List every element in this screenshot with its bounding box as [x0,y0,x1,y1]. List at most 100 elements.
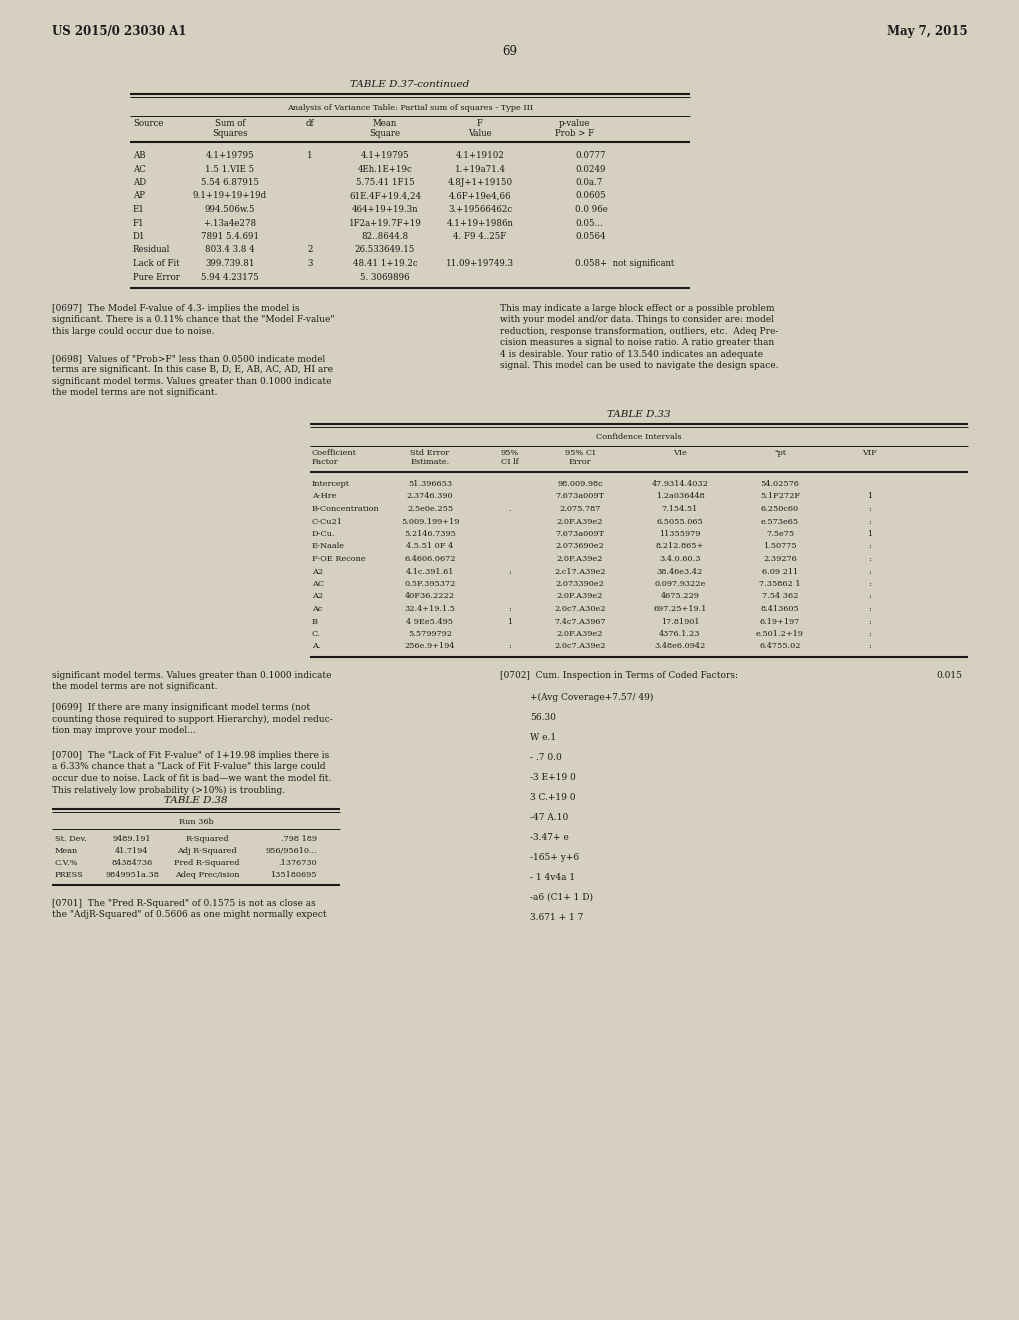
Text: 0.097.9322e: 0.097.9322e [653,579,705,587]
Text: 0.0605: 0.0605 [575,191,605,201]
Text: 54.02576: 54.02576 [760,480,799,488]
Text: 956/95610...: 956/95610... [265,847,317,855]
Text: 2.075.787: 2.075.787 [558,506,600,513]
Text: May 7, 2015: May 7, 2015 [887,25,967,38]
Text: -3.47+ e: -3.47+ e [530,833,569,842]
Text: 2.5e0e.255: 2.5e0e.255 [407,506,452,513]
Text: VIe: VIe [673,449,686,457]
Text: 7.35862 1: 7.35862 1 [758,579,800,587]
Text: :: : [868,506,870,513]
Text: 4.6F+19e4,66: 4.6F+19e4,66 [448,191,511,201]
Text: 48.41 1+19.2c: 48.41 1+19.2c [353,259,417,268]
Text: :: : [508,643,511,651]
Text: -165+ y+6: -165+ y+6 [530,853,579,862]
Text: :: : [868,554,870,564]
Text: A.: A. [312,643,320,651]
Text: 697.25+19.1: 697.25+19.1 [653,605,706,612]
Text: 7.673a009T: 7.673a009T [555,531,604,539]
Text: 41.7194: 41.7194 [115,847,149,855]
Text: 38.46e3.42: 38.46e3.42 [656,568,702,576]
Text: [0699]  If there are many insignificant model terms (not
counting those required: [0699] If there are many insignificant m… [52,704,332,735]
Text: 7.5e75: 7.5e75 [765,531,793,539]
Text: Analysis of Variance Table: Partial sum of squares - Type III: Analysis of Variance Table: Partial sum … [286,104,533,112]
Text: AB: AB [132,150,146,160]
Text: [0702]  Cum. Inspection in Terms of Coded Factors:: [0702] Cum. Inspection in Terms of Coded… [499,671,738,680]
Text: 3: 3 [307,259,313,268]
Text: 2.0c7.A39e2: 2.0c7.A39e2 [553,643,605,651]
Text: 4675.229: 4675.229 [660,593,699,601]
Text: 56.30: 56.30 [530,713,555,722]
Text: B: B [312,618,318,626]
Text: 7.154.51: 7.154.51 [661,506,697,513]
Text: 2.0F.A39e2: 2.0F.A39e2 [556,593,602,601]
Text: 2.3746.390: 2.3746.390 [407,492,452,500]
Text: Intercept: Intercept [312,480,350,488]
Text: C.: C. [312,630,320,638]
Text: "pt: "pt [773,449,786,457]
Text: 5.54 6.87915: 5.54 6.87915 [201,178,259,187]
Text: 51.396653: 51.396653 [408,480,451,488]
Text: 994.506w.5: 994.506w.5 [205,205,255,214]
Text: 4.8J+1+19150: 4.8J+1+19150 [447,178,513,187]
Text: D-Cu.: D-Cu. [312,531,335,539]
Text: :: : [868,605,870,612]
Text: p-value
Prob > F: p-value Prob > F [555,119,594,139]
Text: 2.0F.A39e2: 2.0F.A39e2 [556,554,602,564]
Text: 2.0F.A39e2: 2.0F.A39e2 [556,517,602,525]
Text: 5. 3069896: 5. 3069896 [360,272,410,281]
Text: 1.2a036448: 1.2a036448 [655,492,704,500]
Text: 2.073690e2: 2.073690e2 [555,543,604,550]
Text: :: : [868,593,870,601]
Text: :: : [868,618,870,626]
Text: 3.4.0.60.3: 3.4.0.60.3 [658,554,700,564]
Text: 4.1+19795: 4.1+19795 [361,150,409,160]
Text: 5.1F272F: 5.1F272F [759,492,799,500]
Text: [0700]  The "Lack of Fit F-value" of 1+19.98 implies there is
a 6.33% chance tha: [0700] The "Lack of Fit F-value" of 1+19… [52,751,331,795]
Text: 5.5799792: 5.5799792 [408,630,451,638]
Text: 95%
CI lf: 95% CI lf [500,449,519,466]
Text: F-OE Recone: F-OE Recone [312,554,365,564]
Text: Source: Source [132,119,163,128]
Text: C-Cu21: C-Cu21 [312,517,342,525]
Text: 7891 5.4.691: 7891 5.4.691 [201,232,259,242]
Text: -3 E+19 0: -3 E+19 0 [530,774,575,781]
Text: Lack of Fit: Lack of Fit [132,259,179,268]
Text: 7.4c7.A3967: 7.4c7.A3967 [553,618,605,626]
Text: 2: 2 [307,246,313,255]
Text: [0697]  The Model F-value of 4.3- implies the model is
significant. There is a 0: [0697] The Model F-value of 4.3- implies… [52,304,334,335]
Text: 3.+19566462c: 3.+19566462c [447,205,512,214]
Text: 69: 69 [502,45,517,58]
Text: 98.009.98c: 98.009.98c [556,480,602,488]
Text: 1.5 1.VIE 5: 1.5 1.VIE 5 [205,165,255,173]
Text: 1.+19a71.4: 1.+19a71.4 [454,165,505,173]
Text: 1: 1 [506,618,513,626]
Text: 6.19+197: 6.19+197 [759,618,799,626]
Text: :: : [868,643,870,651]
Text: 95% CI
Error: 95% CI Error [565,449,595,466]
Text: 4.1c.391.61: 4.1c.391.61 [406,568,453,576]
Text: F
Value: F Value [468,119,491,139]
Text: +(Avg Coverage+7.57/ 49): +(Avg Coverage+7.57/ 49) [530,693,653,702]
Text: R-Squared: R-Squared [185,836,228,843]
Text: 0.0777: 0.0777 [575,150,605,160]
Text: :: : [868,517,870,525]
Text: F1: F1 [132,219,145,227]
Text: - .7 0.0: - .7 0.0 [530,752,561,762]
Text: 1: 1 [307,150,313,160]
Text: Adj R-Squared: Adj R-Squared [177,847,236,855]
Text: C.V.%: C.V.% [55,859,78,867]
Text: 9849951a.38: 9849951a.38 [105,871,159,879]
Text: 256e.9+194: 256e.9+194 [405,643,454,651]
Text: 7.673a009T: 7.673a009T [555,492,604,500]
Text: - 1 4v4a 1: - 1 4v4a 1 [530,873,575,882]
Text: VIF: VIF [862,449,876,457]
Text: 0.5F.395372: 0.5F.395372 [404,579,455,587]
Text: 9.1+19+19+19d: 9.1+19+19+19d [193,191,267,201]
Text: Confidence Intervals: Confidence Intervals [595,433,681,441]
Text: 0.0249: 0.0249 [575,165,605,173]
Text: [0698]  Values of "Prob>F" less than 0.0500 indicate model
terms are significant: [0698] Values of "Prob>F" less than 0.05… [52,354,332,397]
Text: 8.413605: 8.413605 [760,605,799,612]
Text: 0.015: 0.015 [935,671,961,680]
Text: 2.0F.A39e2: 2.0F.A39e2 [556,630,602,638]
Text: AD: AD [132,178,146,187]
